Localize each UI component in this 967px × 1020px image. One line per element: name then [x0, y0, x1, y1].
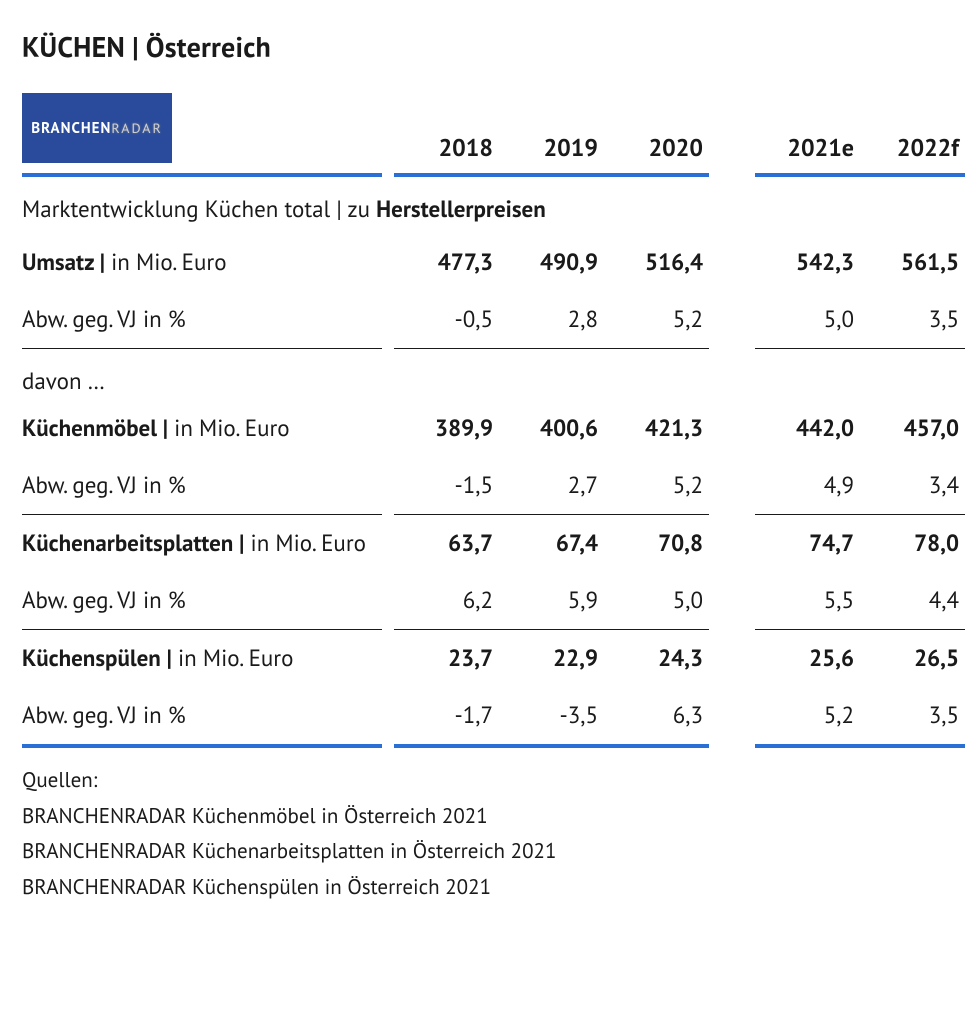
spuelen-v2: 24,3: [604, 630, 709, 687]
row-spuelen-delta: Abw. geg. VJ in % -1,7 -3,5 6,3 5,2 3,5: [22, 687, 965, 744]
logo-text-1: BRANCHEN: [31, 119, 111, 138]
platten-v1: 67,4: [499, 515, 604, 572]
branchenradar-logo: BRANCHENRADAR: [22, 93, 172, 163]
platten-label-rest: in Mio. Euro: [244, 529, 366, 558]
spuelen-v4: 26,5: [860, 630, 965, 687]
moebel-label-rest: in Mio. Euro: [168, 414, 290, 443]
spuelen-d4: 3,5: [860, 687, 965, 744]
moebel-d4: 3,4: [860, 457, 965, 514]
platten-v3: 74,7: [755, 515, 860, 572]
umsatz-v4: 561,5: [860, 234, 965, 291]
umsatz-v3: 542,3: [755, 234, 860, 291]
umsatz-d2: 5,2: [604, 291, 709, 348]
platten-d3: 5,5: [755, 572, 860, 629]
row-moebel: Küchenmöbel | in Mio. Euro 389,9 400,6 4…: [22, 400, 965, 457]
platten-d1: 5,9: [499, 572, 604, 629]
platten-v2: 70,8: [604, 515, 709, 572]
row-platten: Küchenarbeitsplatten | in Mio. Euro 63,7…: [22, 515, 965, 572]
moebel-delta-label: Abw. geg. VJ in %: [22, 457, 382, 514]
umsatz-v1: 490,9: [499, 234, 604, 291]
spuelen-label-rest: in Mio. Euro: [172, 644, 294, 673]
spuelen-v0: 23,7: [394, 630, 499, 687]
platten-v4: 78,0: [860, 515, 965, 572]
moebel-v0: 389,9: [394, 400, 499, 457]
year-2018: 2018: [394, 93, 499, 173]
moebel-d1: 2,7: [499, 457, 604, 514]
footer-sources: Quellen: BRANCHENRADAR Küchenmöbel in Ös…: [22, 762, 945, 905]
moebel-label-bold: Küchenmöbel |: [22, 414, 168, 443]
spuelen-d3: 5,2: [755, 687, 860, 744]
row-platten-delta: Abw. geg. VJ in % 6,2 5,9 5,0 5,5 4,4: [22, 572, 965, 629]
logo-text-2: RADAR: [111, 119, 162, 137]
section-heading-row: Marktentwicklung Küchen total | zu Herst…: [22, 177, 965, 234]
umsatz-label-rest: in Mio. Euro: [105, 248, 227, 277]
page-title: KÜCHEN | Österreich: [22, 28, 945, 65]
umsatz-delta-label: Abw. geg. VJ in %: [22, 291, 382, 348]
platten-d0: 6,2: [394, 572, 499, 629]
source-line-0: BRANCHENRADAR Küchenmöbel in Österreich …: [22, 798, 945, 834]
row-umsatz: Umsatz | in Mio. Euro 477,3 490,9 516,4 …: [22, 234, 965, 291]
platten-d2: 5,0: [604, 572, 709, 629]
platten-v0: 63,7: [394, 515, 499, 572]
year-2020: 2020: [604, 93, 709, 173]
umsatz-label-bold: Umsatz |: [22, 248, 105, 277]
spuelen-d1: -3,5: [499, 687, 604, 744]
row-spuelen: Küchenspülen | in Mio. Euro 23,7 22,9 24…: [22, 630, 965, 687]
spuelen-v1: 22,9: [499, 630, 604, 687]
umsatz-v2: 516,4: [604, 234, 709, 291]
row-umsatz-delta: Abw. geg. VJ in % -0,5 2,8 5,2 5,0 3,5: [22, 291, 965, 348]
moebel-v4: 457,0: [860, 400, 965, 457]
year-2021e: 2021e: [755, 93, 860, 173]
moebel-d3: 4,9: [755, 457, 860, 514]
header-row: BRANCHENRADAR 2018 2019 2020 2021e 2022f: [22, 93, 965, 173]
umsatz-d3: 5,0: [755, 291, 860, 348]
row-moebel-delta: Abw. geg. VJ in % -1,5 2,7 5,2 4,9 3,4: [22, 457, 965, 514]
moebel-v1: 400,6: [499, 400, 604, 457]
row-davon: davon …: [22, 349, 965, 400]
umsatz-d1: 2,8: [499, 291, 604, 348]
moebel-v2: 421,3: [604, 400, 709, 457]
moebel-d0: -1,5: [394, 457, 499, 514]
platten-d4: 4,4: [860, 572, 965, 629]
quellen-label: Quellen:: [22, 762, 945, 798]
spuelen-label-bold: Küchenspülen |: [22, 644, 172, 673]
data-table: BRANCHENRADAR 2018 2019 2020 2021e 2022f…: [22, 93, 965, 748]
source-line-2: BRANCHENRADAR Küchenspülen in Österreich…: [22, 869, 945, 905]
section-bold: Herstellerpreisen: [376, 195, 546, 224]
moebel-v3: 442,0: [755, 400, 860, 457]
rule-blue-bottom: [22, 744, 965, 748]
year-2019: 2019: [499, 93, 604, 173]
section-prefix: Marktentwicklung Küchen total | zu: [22, 195, 376, 224]
umsatz-d4: 3,5: [860, 291, 965, 348]
spuelen-d0: -1,7: [394, 687, 499, 744]
platten-delta-label: Abw. geg. VJ in %: [22, 572, 382, 629]
spuelen-v3: 25,6: [755, 630, 860, 687]
source-line-1: BRANCHENRADAR Küchenarbeitsplatten in Ös…: [22, 833, 945, 869]
umsatz-v0: 477,3: [394, 234, 499, 291]
platten-label-bold: Küchenarbeitsplatten |: [22, 529, 244, 558]
umsatz-d0: -0,5: [394, 291, 499, 348]
spuelen-d2: 6,3: [604, 687, 709, 744]
davon-label: davon …: [22, 349, 382, 400]
spuelen-delta-label: Abw. geg. VJ in %: [22, 687, 382, 744]
year-2022f: 2022f: [860, 93, 965, 173]
moebel-d2: 5,2: [604, 457, 709, 514]
